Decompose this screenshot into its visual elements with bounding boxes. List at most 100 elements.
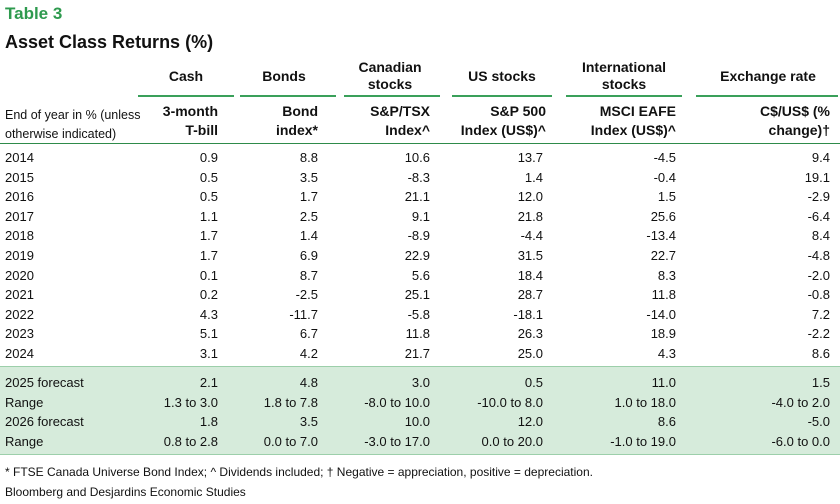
table-cell: 1.5 [657,189,676,205]
table-cell: 21.7 [404,346,430,361]
forecast-band [0,366,840,454]
table-cell: -2.9 [807,189,830,205]
table-cell: 1.8 [199,414,218,429]
table-cell: 0.9 [199,150,218,165]
table-row: 2023 5.1 6.7 11.8 26.3 18.9 -2.2 [0,324,840,344]
table-row: 2026 forecast 1.8 3.5 10.0 12.0 8.6 -5.0 [0,412,840,432]
row-label: Range [5,433,44,449]
table-row: 2016 0.5 1.7 21.1 12.0 1.5 -2.9 [0,187,840,207]
table-cell: -4.8 [807,248,830,263]
table-cell: 25.6 [650,208,676,224]
table-cell: 1.7 [199,228,218,244]
table-row: 2015 0.5 3.5 -8.3 1.4 -0.4 19.1 [0,168,840,188]
group-underline-cash [138,95,234,97]
table-row: 2022 4.3 -11.7 -5.8 -18.1 -14.0 7.2 [0,305,840,325]
table-cell: -1.0 to 19.0 [610,433,676,449]
row-header-label: End of year in % (unless otherwise indic… [5,108,141,141]
table-cell: -14.0 [646,306,676,322]
column-header-t-bill: 3-month T-bill [162,103,218,138]
table-cell: 1.1 [199,208,218,224]
table-cell: -3.0 to 17.0 [364,433,430,449]
forecast-top-border [0,366,840,367]
table-cell: 1.8 to 7.8 [263,394,318,410]
table-cell: 0.5 [524,375,543,390]
group-underline-international-stocks [566,95,682,97]
table-row: 2017 1.1 2.5 9.1 21.8 25.6 -6.4 [0,207,840,227]
table-cell: 21.8 [517,208,543,224]
table-cell: -10.0 to 8.0 [477,394,543,410]
table-cell: 0.5 [199,189,218,205]
table-cell: 12.0 [517,414,543,429]
table-cell: 18.9 [650,326,676,342]
group-header-us-stocks: US stocks [468,67,536,84]
table-cell: 8.4 [811,228,830,244]
table-cell: 11.8 [651,287,676,303]
row-label: 2022 [5,306,34,322]
table-cell: 0.1 [199,267,218,283]
table-cell: 10.0 [404,414,430,429]
table-cell: 0.2 [199,287,218,303]
row-label: 2020 [5,267,34,283]
column-header-sp500: S&P 500 Index (US$)^ [460,103,546,138]
row-label: 2024 [5,346,34,361]
group-header-bonds: Bonds [262,67,306,84]
table-cell: -5.0 [807,414,830,429]
group-underline-canadian-stocks [344,95,440,97]
table-cell: 1.4 [299,228,318,244]
table-cell: 8.8 [299,150,318,165]
table-cell: -18.1 [513,306,543,322]
table-cell: 4.8 [299,375,318,390]
row-label: 2014 [5,150,34,165]
table-cell: 0.5 [199,169,218,185]
table-cell: 5.6 [411,267,430,283]
group-header-international-stocks: International stocks [581,59,666,92]
table-cell: 0.0 to 20.0 [481,433,543,449]
column-header-tsx: S&P/TSX Index^ [370,103,430,138]
table-row: Range 0.8 to 2.8 0.0 to 7.0 -3.0 to 17.0 0.0… [0,432,840,452]
table-cell: 3.5 [299,169,318,185]
table-cell: -2.2 [807,326,830,342]
table-cell: 4.3 [657,346,676,361]
row-label: 2016 [5,189,34,205]
table-row: 2024 3.1 4.2 21.7 25.0 4.3 8.6 [0,344,840,364]
table-cell: -8.3 [407,169,430,185]
table-cell: -2.0 [807,267,830,283]
table-cell: 22.7 [650,248,676,263]
table-cell: 9.4 [811,150,830,165]
table-cell: 5.1 [199,326,218,342]
table-cell: -6.4 [807,208,830,224]
group-header-exchange-rate: Exchange rate [720,67,816,84]
table-cell: 3.5 [299,414,318,429]
table-cell: 1.3 to 3.0 [163,394,218,410]
table-row: 2019 1.7 6.9 22.9 31.5 22.7 -4.8 [0,246,840,266]
table-cell: 4.3 [199,306,218,322]
table-cell: -11.7 [289,306,318,322]
table-cell: 1.7 [199,248,218,263]
table-cell: 9.1 [411,208,430,224]
row-label: 2023 [5,326,34,342]
table-cell: 3.0 [411,375,430,390]
header-divider [0,143,840,144]
table-cell: 12.0 [517,189,543,205]
table-cell: 25.0 [517,346,543,361]
table-cell: 2.5 [299,208,318,224]
table-row: 2018 1.7 1.4 -8.9 -4.4 -13.4 8.4 [0,226,840,246]
table-cell: 21.1 [404,189,430,205]
table-cell: 2.1 [199,375,218,390]
table-cell: 1.4 [524,169,543,185]
table-cell: -8.9 [407,228,430,244]
table-cell: 11.0 [651,375,676,390]
table-title: Asset Class Returns (%) [5,32,214,52]
group-underline-bonds [240,95,336,97]
table-cell: 22.9 [404,248,430,263]
table-cell: -0.8 [807,287,830,303]
table-cell: 8.7 [299,267,318,283]
group-header-cash: Cash [168,67,204,84]
table-cell: 28.7 [517,287,543,303]
table-cell: 8.6 [657,414,676,429]
row-label: 2021 [5,287,34,303]
table-cell: 6.9 [299,248,318,263]
footnote: * FTSE Canada Universe Bond Index; ^ Div… [5,465,593,479]
table-cell: -5.8 [407,306,430,322]
table-cell: 25.1 [404,287,430,303]
